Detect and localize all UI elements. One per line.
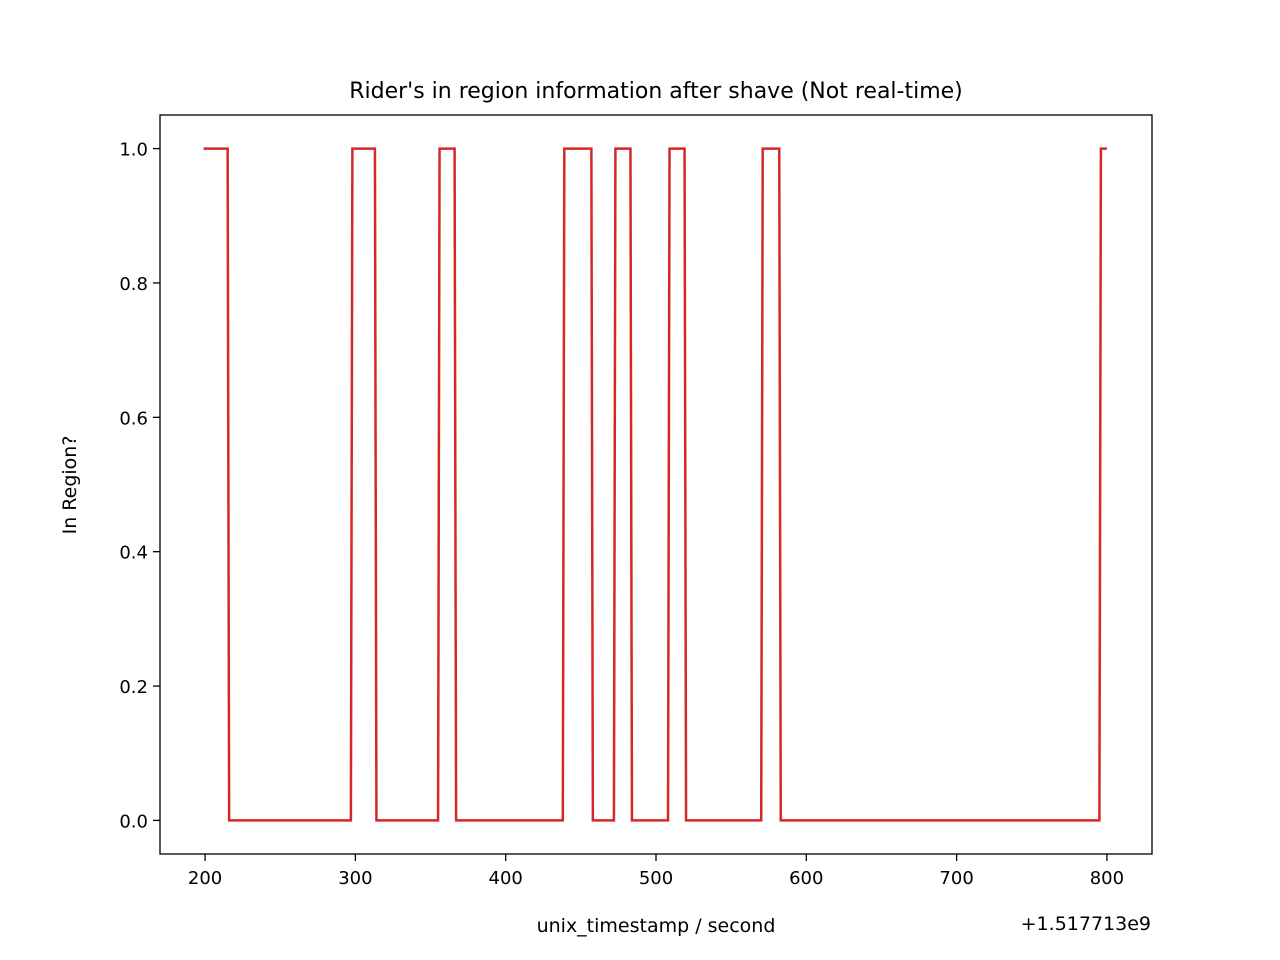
x-tick-label: 400 — [489, 868, 523, 889]
y-tick-label: 0.4 — [119, 543, 148, 564]
x-tick-label: 500 — [639, 868, 673, 889]
y-axis-label: In Region? — [59, 436, 81, 535]
y-axis-ticks: 0.0 0.2 0.4 0.6 0.8 1.0 — [119, 140, 160, 832]
x-tick-label: 200 — [188, 868, 222, 889]
x-tick-label: 600 — [789, 868, 823, 889]
x-axis-label: unix_timestamp / second — [537, 915, 776, 937]
x-tick-label: 800 — [1090, 868, 1124, 889]
x-tick-label: 300 — [338, 868, 372, 889]
series-line-in-region — [203, 147, 1107, 822]
x-axis-ticks: 200 300 400 500 600 700 800 — [188, 854, 1124, 889]
x-axis-offset-label: +1.517713e9 — [1021, 913, 1151, 935]
y-tick-label: 0.0 — [119, 811, 148, 832]
y-tick-label: 1.0 — [119, 140, 148, 161]
y-tick-label: 0.2 — [119, 677, 148, 698]
y-tick-label: 0.6 — [119, 408, 148, 429]
y-tick-label: 0.8 — [119, 274, 148, 295]
plot-area — [203, 147, 1107, 822]
x-tick-label: 700 — [939, 868, 973, 889]
chart-title: Rider's in region information after shav… — [349, 79, 963, 104]
